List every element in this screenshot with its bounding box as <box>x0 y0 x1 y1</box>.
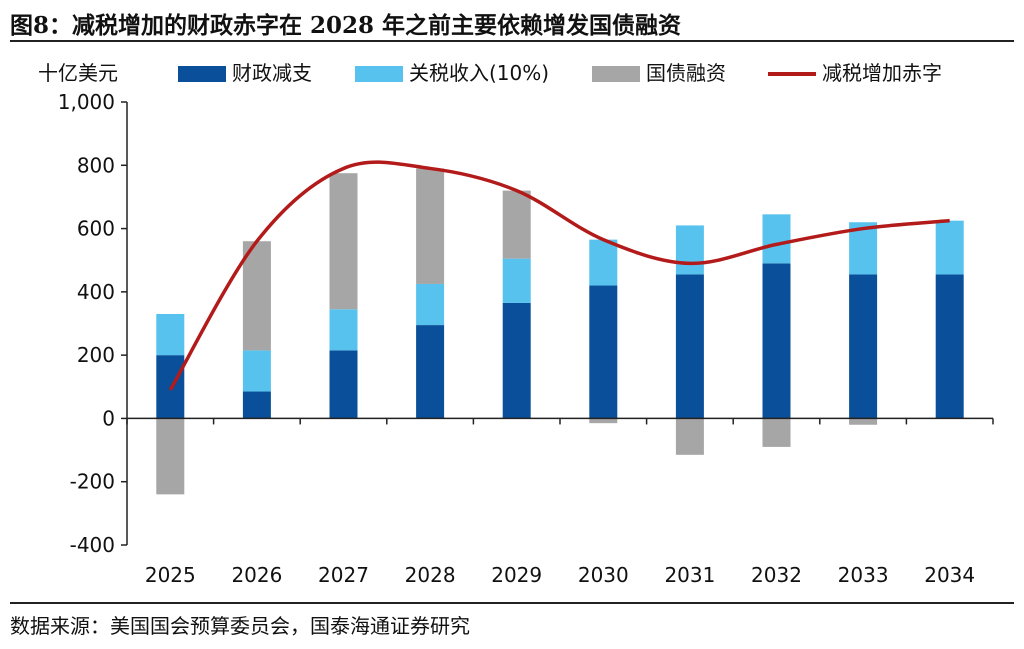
x-tick-label: 2028 <box>405 563 456 587</box>
bar-tariff <box>589 239 618 286</box>
deficit-line-layer <box>168 160 950 391</box>
y-tick-label: 400 <box>77 280 115 304</box>
x-tick-label: 2029 <box>491 563 542 587</box>
source-rule <box>10 602 1014 604</box>
x-tick-label: 2034 <box>924 563 975 587</box>
bar-tariff <box>156 314 185 356</box>
y-unit-label: 十亿美元 <box>38 61 118 85</box>
chart-title: 图8：减税增加的财政赤字在 2028 年之前主要依赖增发国债融资 <box>10 12 682 39</box>
x-tick-label: 2027 <box>318 563 369 587</box>
y-tick-label: -200 <box>70 470 115 494</box>
x-axis: 2025 2026 2027 2028 2029 2030 2031 2032 2033 2034 <box>126 417 994 587</box>
bar-fiscal-cut <box>849 274 878 419</box>
bar-bonds <box>502 190 531 259</box>
bar-fiscal-cut <box>675 274 704 419</box>
bar-bonds <box>416 168 445 284</box>
bar-tariff <box>675 225 704 275</box>
bar-bonds <box>675 418 704 455</box>
bar-bonds <box>589 418 618 424</box>
y-tick-label: -400 <box>70 533 115 557</box>
y-tick-label: 0 <box>102 406 115 430</box>
source-note: 数据来源：美国国会预算委员会，国泰海通证券研究 <box>10 614 470 638</box>
x-tick-label: 2031 <box>664 563 715 587</box>
legend-label-fiscal-cut: 财政减支 <box>232 61 312 85</box>
bar-fiscal-cut <box>329 350 358 419</box>
bar-fiscal-cut <box>242 391 271 419</box>
bar-bonds <box>156 418 185 495</box>
bar-tariff <box>329 309 358 351</box>
bars <box>156 168 964 495</box>
x-tick-label: 2032 <box>751 563 802 587</box>
x-tick-label: 2026 <box>231 563 282 587</box>
bar-bonds <box>329 173 358 310</box>
bar-fiscal-cut <box>589 285 618 419</box>
legend-swatch-bonds <box>592 66 640 82</box>
y-tick-label: 200 <box>77 343 115 367</box>
y-tick-label: 800 <box>77 153 115 177</box>
y-axis: 1,000 800 600 400 200 0 -200 -400 <box>58 90 128 557</box>
legend-label-tariff: 关税收入(10%) <box>409 61 549 85</box>
legend-swatch-fiscal-cut <box>178 66 226 82</box>
bar-tariff <box>935 220 964 275</box>
bar-tariff <box>416 283 445 326</box>
bar-bonds <box>849 418 878 425</box>
bar-bonds <box>762 418 791 447</box>
x-tick-label: 2025 <box>145 563 196 587</box>
bar-tariff <box>502 258 531 303</box>
y-tick-label: 1,000 <box>58 90 115 114</box>
legend-label-deficit: 减税增加赤字 <box>822 61 942 85</box>
bar-fiscal-cut <box>502 302 531 419</box>
x-tick-label: 2033 <box>838 563 889 587</box>
title-rule <box>10 40 1014 42</box>
deficit-line <box>168 160 950 391</box>
legend: 财政减支 关税收入(10%) 国债融资 减税增加赤字 <box>178 61 942 85</box>
bar-tariff <box>762 214 791 264</box>
bar-tariff <box>242 350 271 392</box>
bar-bonds <box>242 241 271 351</box>
bar-fiscal-cut <box>416 325 445 419</box>
bar-fiscal-cut <box>762 263 791 419</box>
legend-swatch-tariff <box>355 66 403 82</box>
bar-fiscal-cut <box>935 274 964 419</box>
y-tick-label: 600 <box>77 217 115 241</box>
legend-label-bonds: 国债融资 <box>646 61 726 85</box>
chart-canvas: 十亿美元 财政减支 关税收入(10%) 国债融资 减税增加赤字 1,000 800… <box>38 61 994 587</box>
x-tick-label: 2030 <box>578 563 629 587</box>
